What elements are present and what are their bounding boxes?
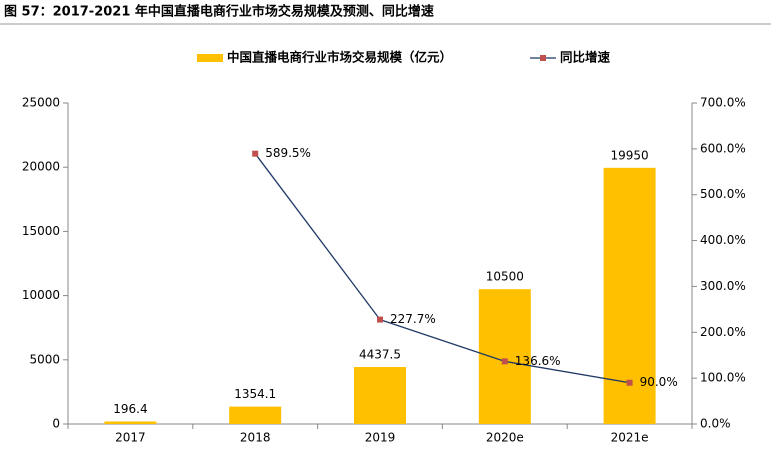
line-value-label: 136.6% xyxy=(515,354,561,368)
x-tick-label: 2020e xyxy=(486,431,524,445)
y-tick-label: 5000 xyxy=(29,352,60,366)
line-marker xyxy=(252,150,259,157)
legend-swatch xyxy=(197,54,223,62)
y2-tick-label: 100.0% xyxy=(700,371,746,385)
bar-value-label: 4437.5 xyxy=(359,348,401,362)
legend-label: 同比增速 xyxy=(560,50,611,65)
bar-value-label: 19950 xyxy=(611,148,649,162)
y-tick-label: 20000 xyxy=(22,160,60,174)
x-tick-label: 2018 xyxy=(240,431,271,445)
line-value-label: 90.0% xyxy=(640,375,678,389)
y2-tick-label: 200.0% xyxy=(700,325,746,339)
line-value-label: 589.5% xyxy=(265,146,311,160)
y-tick-label: 0 xyxy=(52,417,60,431)
x-tick-label: 2019 xyxy=(365,431,396,445)
line-value-label: 227.7% xyxy=(390,312,436,326)
bar xyxy=(478,289,531,424)
y2-tick-label: 600.0% xyxy=(700,141,746,155)
legend-marker xyxy=(540,55,546,61)
line-marker xyxy=(626,379,633,386)
line xyxy=(254,153,630,384)
line-marker xyxy=(377,316,383,323)
bar xyxy=(104,421,157,424)
y2-tick-label: 300.0% xyxy=(700,279,746,293)
line-marker xyxy=(501,358,508,365)
bar-value-label: 196.4 xyxy=(113,402,147,416)
y2-tick-label: 0.0% xyxy=(700,417,731,431)
legend-label: 中国直播电商行业市场交易规模（亿元） xyxy=(227,50,452,65)
bar-value-label: 1354.1 xyxy=(234,387,276,401)
x-tick-label: 2021e xyxy=(611,431,649,445)
x-tick-label: 2017 xyxy=(115,431,146,445)
y-tick-label: 25000 xyxy=(22,96,60,110)
y2-tick-label: 700.0% xyxy=(700,96,746,110)
y2-tick-label: 400.0% xyxy=(700,233,746,247)
y-tick-label: 10000 xyxy=(22,288,60,302)
y-tick-label: 15000 xyxy=(22,224,60,238)
bar-value-label: 10500 xyxy=(486,270,524,284)
bar xyxy=(229,406,282,424)
y2-tick-label: 500.0% xyxy=(700,187,746,201)
chart-title: 图 57：2017-2021 年中国直播电商行业市场交易规模及预测、同比增速 xyxy=(4,4,434,20)
bar xyxy=(354,367,406,424)
